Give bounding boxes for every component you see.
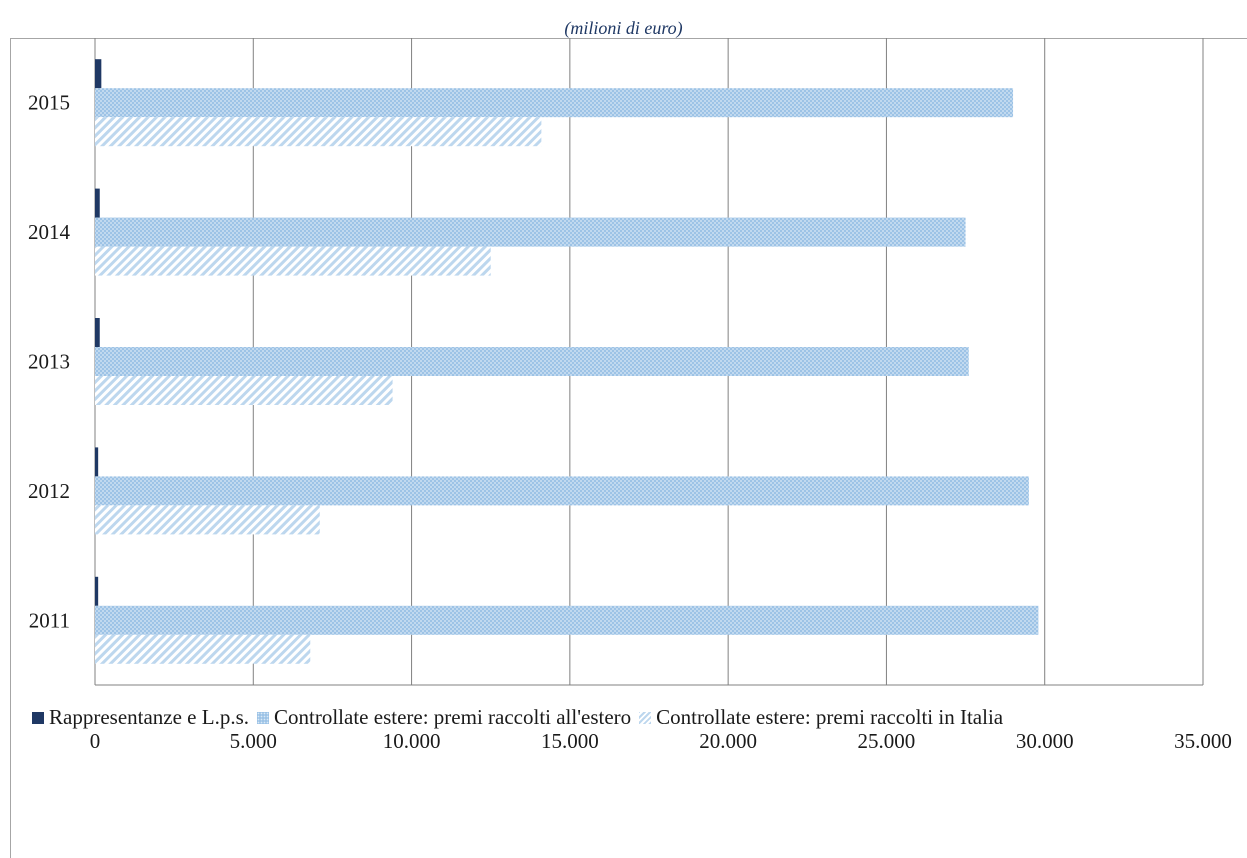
x-tick-label-4: 20.000 <box>699 729 757 753</box>
x-tick-label-5: 25.000 <box>858 729 916 753</box>
bar-estero-2011 <box>95 605 1039 635</box>
legend-label-rappresentanze: Rappresentanze e L.p.s. <box>49 705 250 729</box>
x-tick-label-3: 15.000 <box>541 729 599 753</box>
legend-item-rappresentanze: Rappresentanze e L.p.s. <box>32 705 249 730</box>
x-tick-label-1: 5.000 <box>230 729 277 753</box>
y-tick-label-2013: 2013 <box>28 350 70 374</box>
y-tick-label-2014: 2014 <box>28 220 71 244</box>
y-tick-label-2011: 2011 <box>29 608 70 632</box>
x-tick-label-7: 35.000 <box>1174 729 1232 753</box>
chart-subtitle: (milioni di euro) <box>564 18 683 38</box>
legend-swatch-estero <box>257 711 270 724</box>
bar-italia-2011 <box>95 634 311 664</box>
bar-rappresentanze-2014 <box>95 188 100 218</box>
bar-estero-2013 <box>95 347 969 376</box>
bar-italia-2014 <box>95 246 491 276</box>
y-tick-label-2015: 2015 <box>28 91 70 115</box>
legend-swatch-rappresentanze <box>32 711 44 724</box>
chart-legend: Rappresentanze e L.p.s. Controllate este… <box>32 705 1011 730</box>
bar-estero-2014 <box>95 217 966 247</box>
bar-estero-2012 <box>95 476 1029 506</box>
x-tick-label-2: 10.000 <box>383 729 441 753</box>
chart-frame <box>10 38 1247 858</box>
bar-rappresentanze-2012 <box>95 447 99 477</box>
bar-rappresentanze-2013 <box>95 318 100 347</box>
bar-italia-2015 <box>95 117 542 147</box>
bar-estero-2015 <box>95 88 1014 118</box>
legend-item-italia: Controllate estere: premi raccolti in It… <box>639 705 1003 730</box>
bar-rappresentanze-2015 <box>95 59 102 89</box>
legend-item-estero: Controllate estere: premi raccolti all'e… <box>257 705 631 730</box>
bar-italia-2013 <box>95 376 393 405</box>
legend-swatch-italia <box>639 711 652 724</box>
bar-italia-2012 <box>95 505 320 535</box>
legend-label-italia: Controllate estere: premi raccolti in It… <box>656 705 1004 729</box>
bar-rappresentanze-2011 <box>95 576 99 606</box>
y-tick-label-2012: 2012 <box>28 479 70 503</box>
legend-label-estero: Controllate estere: premi raccolti all'e… <box>274 705 632 729</box>
x-tick-label-6: 30.000 <box>1016 729 1074 753</box>
x-tick-label-0: 0 <box>90 729 101 753</box>
